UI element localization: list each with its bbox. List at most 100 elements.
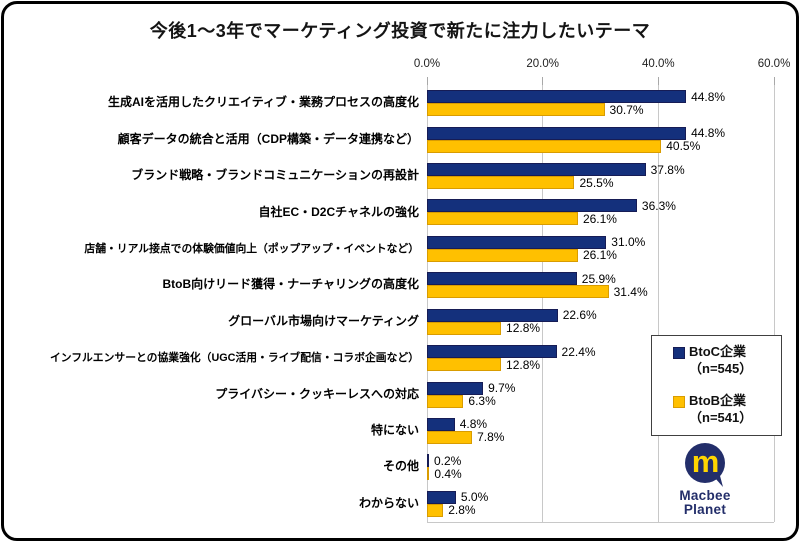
bar-btob xyxy=(427,467,430,481)
bar-line: 12.8% xyxy=(427,357,774,372)
value-label: 31.4% xyxy=(613,284,648,299)
bar-line: 26.1% xyxy=(427,211,774,226)
legend-series-name: BtoC企業 xyxy=(689,344,747,360)
legend-series-n: （n=541） xyxy=(689,409,753,425)
bar-line: 2.8% xyxy=(427,503,774,518)
bar-line: 31.4% xyxy=(427,284,774,299)
x-axis-labels: 0.0% 20.0% 40.0% 60.0% xyxy=(414,58,790,73)
value-label: 26.1% xyxy=(582,211,617,226)
value-label: 2.8% xyxy=(448,503,476,518)
bar-line: 31.0% xyxy=(427,235,774,250)
value-label: 37.8% xyxy=(650,162,685,177)
legend-series-n: （n=545） xyxy=(689,361,753,377)
bar-line: 22.4% xyxy=(427,344,774,359)
legend-entry-btob-label: BtoB企業 （n=541） xyxy=(689,393,752,427)
bar-line: 0.4% xyxy=(427,466,774,481)
value-label: 25.5% xyxy=(579,175,614,190)
value-label: 31.0% xyxy=(611,235,646,250)
category-row: 36.3% 26.1% xyxy=(427,194,774,230)
x-axis-label: 0.0% xyxy=(413,58,441,70)
macbee-planet-logo-icon: m xyxy=(685,443,725,487)
bar-line: 12.8% xyxy=(427,321,774,335)
bar-btob xyxy=(427,358,502,372)
bar-btoc xyxy=(427,272,577,286)
category-row: 4.8% 7.8% xyxy=(427,413,774,449)
value-label: 25.9% xyxy=(581,271,616,286)
logo-text-line1: Macbee xyxy=(679,488,731,503)
value-label: 7.8% xyxy=(477,430,505,445)
bar-line: 5.0% xyxy=(427,490,774,504)
category-label: 店舗・リアル接点での体験価値向上（ポップアップ・イベントなど） xyxy=(84,242,419,255)
bar-line: 9.7% xyxy=(427,381,774,395)
bar-btob xyxy=(427,103,605,117)
bar-line: 30.7% xyxy=(427,103,774,117)
value-label: 26.1% xyxy=(582,248,617,263)
legend-entry-btob: BtoB企業 （n=541） xyxy=(673,393,781,427)
bar-btob xyxy=(427,321,502,335)
category-row: 22.6% 12.8% xyxy=(427,304,774,340)
x-axis-tick xyxy=(773,77,775,85)
bar-btoc xyxy=(427,381,484,395)
category-label: BtoB向けリード獲得・ナーチャリングの高度化 xyxy=(162,277,419,292)
gridline xyxy=(426,85,428,522)
bar-btob xyxy=(427,394,464,408)
category-row: 25.9% 31.4% xyxy=(427,267,774,303)
x-axis-label: 60.0% xyxy=(757,58,791,70)
plot-area: 44.8% 30.7% 44.8% 40.5% 37.8% 25.5% 36.3% 26.1%… xyxy=(426,85,775,523)
macbee-planet-logo: m Macbee Planet xyxy=(653,442,757,517)
bar-line: 25.5% xyxy=(427,175,774,190)
bar-line: 26.1% xyxy=(427,248,774,263)
bar-line: 7.8% xyxy=(427,430,774,445)
logo-m-glyph: m xyxy=(692,444,719,479)
legend-swatch-btob-icon xyxy=(673,396,685,408)
bar-line: 36.3% xyxy=(427,199,774,213)
bar-btob xyxy=(427,212,578,226)
category-row: 44.8% 40.5% xyxy=(427,121,774,157)
category-row: 9.7% 6.3% xyxy=(427,376,774,412)
value-label: 44.8% xyxy=(691,126,726,141)
bar-line: 22.6% xyxy=(427,308,774,323)
x-axis-tick xyxy=(426,77,428,85)
value-label: 12.8% xyxy=(506,357,541,372)
logo-text-line2: Planet xyxy=(683,502,727,518)
value-label: 22.4% xyxy=(561,344,596,359)
category-label: わからない xyxy=(358,495,419,510)
category-label: プライバシー・クッキーレスへの対応 xyxy=(215,386,419,401)
bar-btob xyxy=(427,139,662,153)
bar-line: 44.8% xyxy=(427,90,774,104)
legend-series-name: BtoB企業 xyxy=(689,393,747,408)
bar-btoc xyxy=(427,417,455,431)
category-row: 5.0% 2.8% xyxy=(427,486,774,522)
bar-btoc xyxy=(427,126,687,140)
bar-line: 4.8% xyxy=(427,417,774,432)
bar-line: 44.8% xyxy=(427,126,774,141)
bar-btob xyxy=(427,430,473,444)
legend: BtoC企業 （n=545） BtoB企業 （n=541） xyxy=(651,335,782,436)
legend-entry-btoc: BtoC企業 （n=545） xyxy=(673,344,781,378)
value-label: 22.6% xyxy=(562,308,597,323)
bar-line: 40.5% xyxy=(427,139,774,153)
gridline xyxy=(773,85,775,522)
bar-btob xyxy=(427,285,609,299)
value-label: 0.2% xyxy=(434,453,462,468)
chart-title: 今後1〜3年でマーケティング投資で新たに注力したいテーマ xyxy=(149,21,651,41)
value-label: 0.4% xyxy=(434,466,462,481)
bar-btoc xyxy=(427,163,646,177)
category-row: 31.0% 26.1% xyxy=(427,231,774,267)
bar-btoc xyxy=(427,490,456,504)
bar-line: 6.3% xyxy=(427,394,774,408)
category-row: 22.4% 12.8% xyxy=(427,340,774,376)
category-axis: 生成AIを活用したクリエイティブ・業務プロセスの高度化 顧客データの統合と活用（C… xyxy=(6,85,419,522)
category-label: ブランド戦略・ブランドコミュニケーションの再設計 xyxy=(131,168,419,183)
x-axis-label: 20.0% xyxy=(526,58,559,70)
bar-line: 0.2% xyxy=(427,453,774,468)
value-label: 4.8% xyxy=(459,417,488,432)
bar-btob xyxy=(427,176,575,190)
category-label: 顧客データの統合と活用（CDP構築・データ連携など） xyxy=(117,131,419,146)
bar-btoc xyxy=(427,454,429,468)
category-row: 37.8% 25.5% xyxy=(427,158,774,194)
category-label: その他 xyxy=(382,459,419,474)
category-row: 44.8% 30.7% xyxy=(427,85,774,121)
category-label: 自社EC・D2Cチャネルの強化 xyxy=(258,204,419,219)
logo-wordmark: Macbee Planet xyxy=(653,488,757,518)
